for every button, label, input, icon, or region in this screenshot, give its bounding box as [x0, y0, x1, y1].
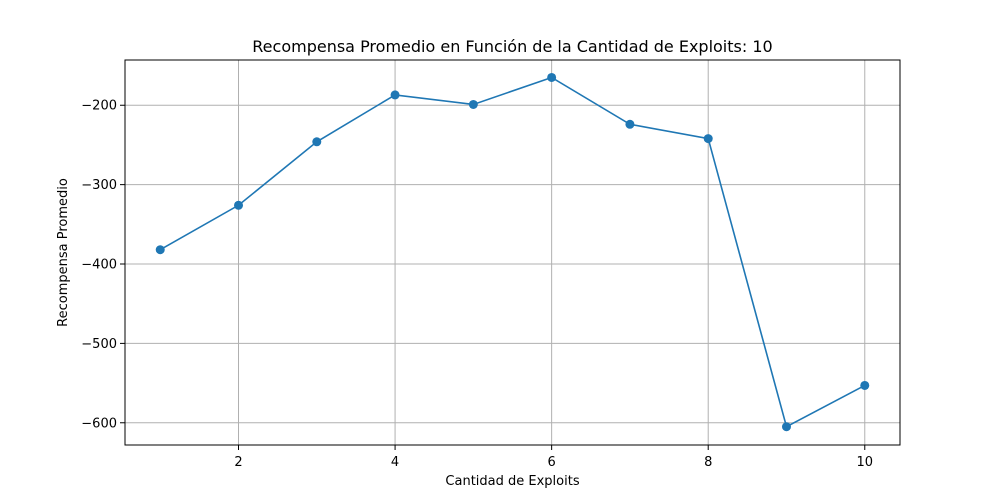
data-point [625, 119, 635, 129]
x-tick-label: 10 [856, 455, 873, 470]
y-tick-label: −600 [81, 416, 117, 431]
y-tick-label: −500 [81, 337, 117, 352]
x-tick-label: 8 [704, 455, 712, 470]
data-point [468, 99, 478, 109]
axis-ticks: 2 4 6 8 10 −600 −500 −400 −300 −200 [81, 99, 873, 470]
data-point [860, 380, 870, 390]
y-axis-label: Recompensa Promedio [56, 178, 71, 327]
y-tick-label: −200 [81, 99, 117, 114]
data-point [547, 72, 557, 82]
data-point [390, 90, 400, 100]
y-tick-label: −300 [81, 178, 117, 193]
grid-lines [125, 60, 900, 445]
x-tick-label: 2 [234, 455, 242, 470]
plot-frame [124, 59, 901, 446]
data-point [155, 245, 165, 255]
series-layer [155, 72, 870, 432]
data-point [234, 200, 244, 210]
x-axis-label: Cantidad de Exploits [445, 474, 579, 489]
data-point [312, 137, 322, 147]
x-tick-label: 6 [548, 455, 556, 470]
data-point [703, 134, 713, 144]
series-line [159, 76, 866, 428]
y-tick-label: −400 [81, 258, 117, 273]
x-tick-label: 4 [391, 455, 399, 470]
chart-title: Recompensa Promedio en Función de la Can… [252, 37, 772, 56]
data-point [781, 422, 791, 432]
